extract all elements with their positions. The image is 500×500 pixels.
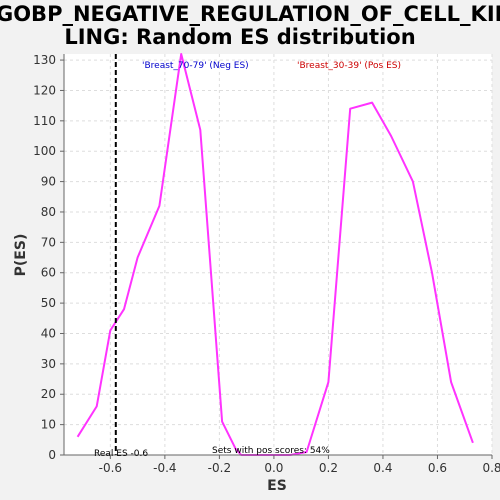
y-tick-label: 20 bbox=[41, 387, 56, 401]
pos-scores-label: Sets with pos scores: 54% bbox=[212, 446, 330, 456]
x-tick-label: 0.6 bbox=[428, 461, 447, 475]
y-tick-label: 110 bbox=[33, 114, 56, 128]
x-tick-label: 0.0 bbox=[264, 461, 283, 475]
x-tick-label: 0.4 bbox=[373, 461, 392, 475]
y-tick-label: 0 bbox=[48, 448, 56, 462]
real-es-label: Real ES -0.6 bbox=[94, 449, 148, 459]
y-tick-label: 80 bbox=[41, 205, 56, 219]
y-tick-label: 120 bbox=[33, 83, 56, 97]
chart-title-line-1: GOBP_NEGATIVE_REGULATION_OF_CELL_KIL bbox=[0, 2, 500, 26]
axes: 0 10 20 30 40 50 60 70 80 90 100 110 120 130 -0.6 -0.4 -… bbox=[33, 53, 500, 475]
chart-title-line-2: LING: Random ES distribution bbox=[64, 25, 415, 49]
y-axis-label: P(ES) bbox=[13, 234, 29, 277]
x-tick-label: -0.6 bbox=[99, 461, 122, 475]
y-tick-label: 70 bbox=[41, 235, 56, 249]
y-tick-label: 10 bbox=[41, 418, 56, 432]
y-tick-label: 60 bbox=[41, 266, 56, 280]
y-tick-label: 40 bbox=[41, 326, 56, 340]
pos-es-label: 'Breast_30-39' (Pos ES) bbox=[297, 61, 401, 71]
neg-es-label: 'Breast_70-79' (Neg ES) bbox=[142, 61, 249, 71]
x-tick-label: -0.2 bbox=[208, 461, 231, 475]
y-tick-label: 130 bbox=[33, 53, 56, 67]
y-tick-label: 30 bbox=[41, 357, 56, 371]
x-tick-label: 0.2 bbox=[319, 461, 338, 475]
y-tick-label: 90 bbox=[41, 175, 56, 189]
x-tick-label: 0.8 bbox=[482, 461, 500, 475]
y-tick-label: 100 bbox=[33, 144, 56, 158]
x-tick-label: -0.4 bbox=[153, 461, 176, 475]
x-axis-label: ES bbox=[267, 478, 287, 494]
annotations: 'Breast_70-79' (Neg ES) 'Breast_30-39' (… bbox=[94, 61, 401, 459]
y-tick-label: 50 bbox=[41, 296, 56, 310]
